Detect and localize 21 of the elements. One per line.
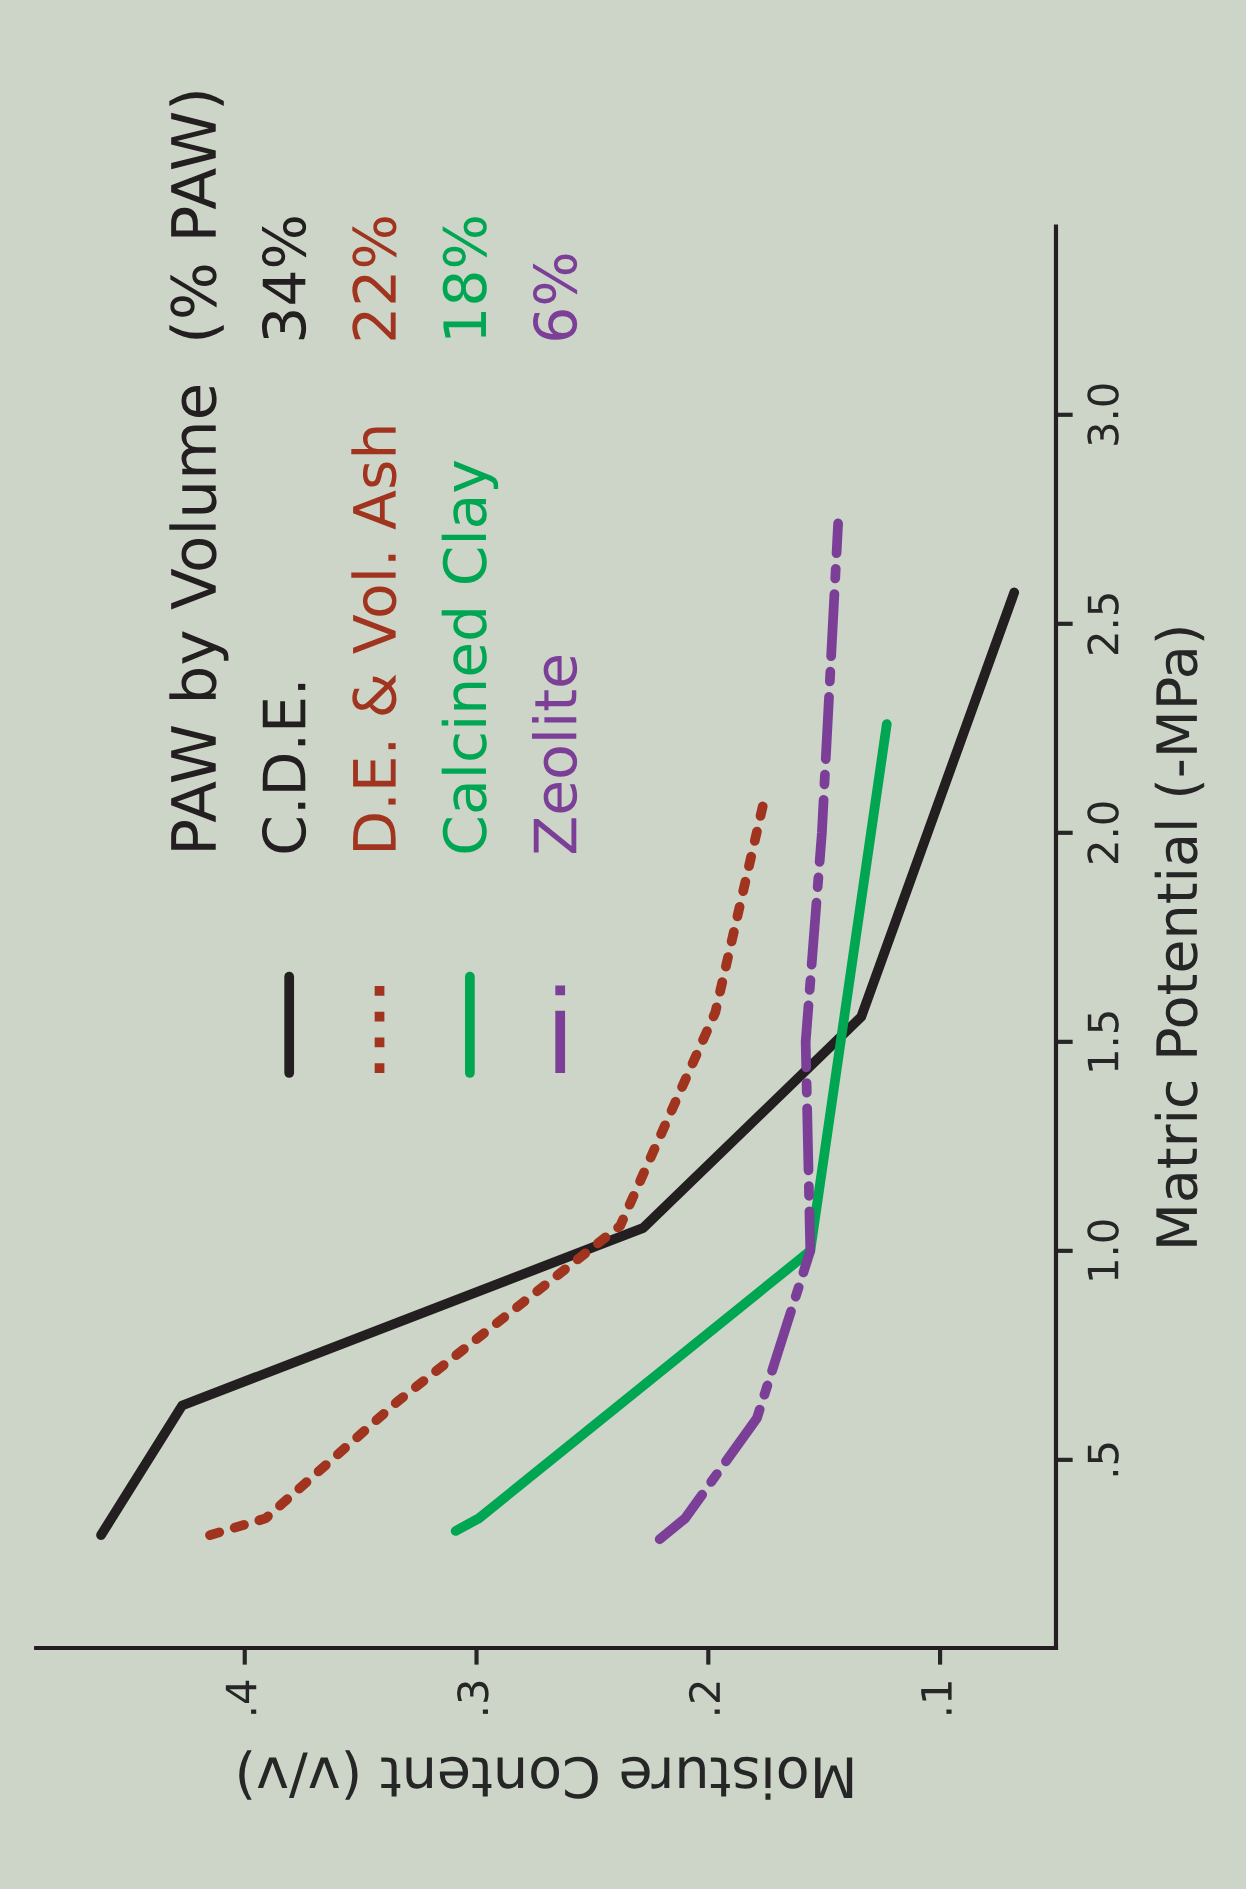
x-tick-label: .3	[457, 1681, 489, 1714]
y-tick-label: 1.0	[1087, 1220, 1119, 1280]
y-tick-label: .5	[1087, 1443, 1119, 1476]
y-tick-label: 2.5	[1087, 594, 1119, 654]
y-tick-label: 1.5	[1087, 1012, 1119, 1071]
annotation: 18%	[442, 217, 487, 338]
text: C.D.E.	[262, 683, 307, 853]
x-tick-label: .2	[688, 1682, 720, 1714]
annotation: 6%	[533, 254, 578, 340]
y-axis-title: Matric Potential (-MPa)	[1154, 628, 1205, 1246]
x-tick-label: .4	[225, 1680, 257, 1714]
x-axis-title: Moisture Content (v/v)	[239, 1750, 853, 1800]
annotation: 34%	[262, 217, 307, 340]
y-tick-label: 2.0	[1087, 802, 1119, 863]
text: Calcined Clay	[441, 460, 499, 853]
x-tick-label: .1	[921, 1682, 952, 1714]
legend-title: PAW by Volume (% PAW)	[169, 92, 229, 850]
y-tick-label: 3.0	[1087, 384, 1119, 445]
text: D.E. & Vol. Ash	[351, 427, 397, 850]
text: Zeolite	[531, 656, 578, 854]
annotation: 22%	[352, 217, 397, 340]
